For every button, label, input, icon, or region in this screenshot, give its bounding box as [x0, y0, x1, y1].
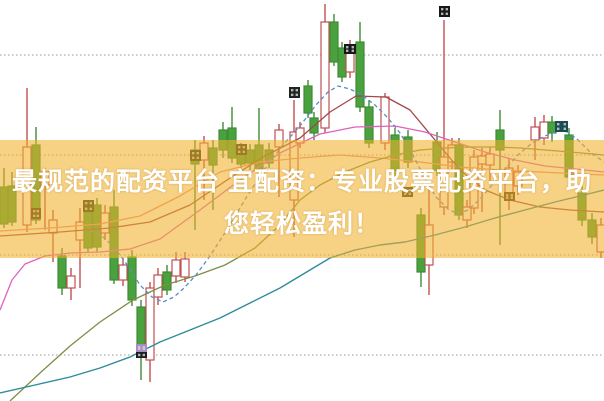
candle-body	[364, 106, 374, 144]
candle-body	[303, 85, 313, 114]
candle	[547, 116, 557, 142]
candle-body	[57, 255, 67, 289]
candle	[118, 258, 128, 286]
event-marker-icon	[439, 6, 450, 17]
candle-body	[66, 275, 76, 289]
candle-body	[355, 41, 365, 108]
candle-body	[320, 21, 330, 129]
banner-title-line2: 您轻松盈利！	[223, 210, 380, 238]
banner-title-line1: 最规范的配资平台 宜配资：专业股票配资平台，助	[12, 168, 592, 196]
candle	[162, 265, 172, 295]
candle-body	[380, 96, 390, 144]
candle-body	[180, 258, 190, 278]
candle-body	[329, 21, 339, 63]
event-marker-icon	[555, 121, 568, 132]
candle	[66, 268, 76, 300]
candle	[320, 4, 330, 133]
candle-body	[547, 121, 557, 134]
ad-banner-overlay: 最规范的配资平台 宜配资：专业股票配资平台，助 您轻松盈利！	[0, 140, 604, 258]
candle-body	[171, 259, 181, 277]
candle	[329, 14, 339, 66]
candle-body	[145, 287, 155, 361]
candle	[303, 80, 313, 118]
candle	[145, 282, 155, 382]
candle	[136, 300, 146, 380]
candle-body	[118, 264, 128, 281]
event-marker-icon	[344, 44, 356, 54]
candle-body	[127, 256, 137, 301]
candle-body	[162, 271, 172, 291]
candle-body	[530, 126, 540, 141]
candle	[355, 22, 365, 112]
event-marker-icon	[136, 352, 147, 358]
candle	[127, 250, 137, 306]
candle-body	[153, 274, 163, 298]
event-marker-icon	[136, 344, 147, 352]
event-marker-icon	[289, 87, 300, 98]
